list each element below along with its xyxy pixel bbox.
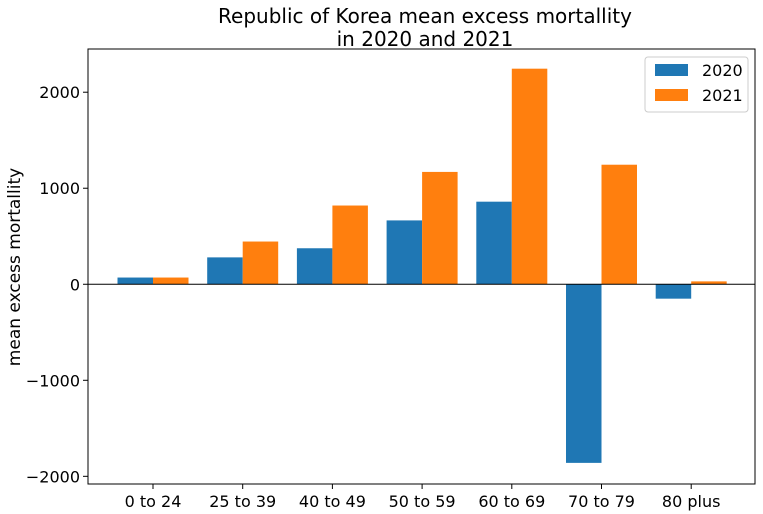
bar-2020-70-to-79 — [566, 284, 602, 463]
bar-2021-50-to-59 — [422, 171, 458, 285]
y-axis: −2000 −1000 0 1000 2000 — [26, 83, 88, 486]
bar-2020-80-plus — [655, 284, 692, 299]
x-tick-label: 80 plus — [662, 492, 721, 511]
plot-area — [87, 48, 756, 485]
legend-label-2021: 2021 — [702, 86, 743, 105]
chart-title-line-1: Republic of Korea mean excess mortallity — [218, 4, 632, 28]
legend-swatch-2020 — [655, 64, 688, 76]
legend-label-2020: 2020 — [702, 61, 743, 80]
x-tick-label: 70 to 79 — [568, 492, 635, 511]
chart-title-line-2: in 2020 and 2021 — [337, 27, 514, 51]
legend: 2020 2021 — [644, 56, 749, 113]
x-tick-label: 40 to 49 — [299, 492, 366, 511]
bar-2021-60-to-69 — [511, 68, 548, 285]
y-tick-label: 2000 — [39, 83, 80, 102]
bar-2021-80-plus — [691, 281, 727, 285]
legend-swatch-2021 — [655, 89, 688, 101]
y-axis-label: mean excess mortallity — [5, 168, 25, 366]
x-tick-label: 50 to 59 — [389, 492, 456, 511]
y-tick-label: −1000 — [26, 371, 80, 390]
bar-2021-40-to-49 — [332, 205, 368, 285]
y-tick-label: 1000 — [39, 179, 80, 198]
bar-2021-0-to-24 — [153, 277, 189, 285]
bar-2020-40-to-49 — [296, 248, 333, 285]
bar-2020-25-to-39 — [207, 257, 243, 285]
bar-2021-25-to-39 — [242, 241, 279, 285]
bar-2020-50-to-59 — [386, 220, 423, 285]
x-tick-label: 25 to 39 — [209, 492, 276, 511]
bars-group — [117, 68, 727, 463]
y-tick-label: −2000 — [26, 467, 80, 486]
bar-2020-60-to-69 — [476, 201, 512, 285]
y-tick-label: 0 — [70, 275, 80, 294]
x-axis: 0 to 24 25 to 39 40 to 49 50 to 59 60 to 69 7… — [125, 484, 721, 511]
x-tick-label: 60 to 69 — [478, 492, 545, 511]
bar-2020-0-to-24 — [117, 277, 153, 285]
x-tick-label: 0 to 24 — [125, 492, 182, 511]
bar-2021-70-to-79 — [601, 164, 637, 285]
